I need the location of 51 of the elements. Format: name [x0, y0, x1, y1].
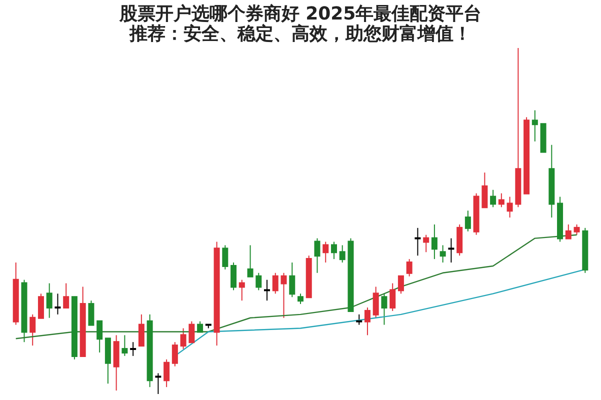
candlestick	[574, 224, 580, 236]
candlestick	[322, 241, 329, 264]
candlestick	[272, 272, 278, 294]
candlestick	[565, 224, 572, 240]
candlestick	[398, 275, 404, 294]
candlestick	[330, 241, 337, 260]
candlestick	[155, 372, 162, 394]
candlestick	[256, 272, 262, 291]
candlestick	[490, 189, 496, 208]
candlestick	[222, 244, 228, 270]
candlestick	[130, 342, 136, 356]
candlestick	[298, 293, 304, 305]
candlestick	[96, 320, 103, 353]
candlestick	[381, 293, 388, 326]
candlestick	[230, 262, 237, 291]
candlestick	[138, 314, 144, 347]
candlestick	[314, 238, 320, 274]
candlestick	[88, 300, 94, 326]
chart-title: 股票开户选哪个券商好 2025年最佳配资平台推荐：安全、稳定、高效，助您财富增值！	[118, 4, 482, 44]
candlestick	[431, 224, 438, 260]
candlestick	[197, 320, 204, 333]
candlestick	[506, 196, 513, 218]
candlestick	[289, 262, 296, 298]
candlestick	[46, 282, 52, 318]
candlestick	[180, 328, 186, 350]
candlestick	[390, 282, 396, 312]
candlestick	[164, 358, 170, 388]
candlestick	[280, 272, 287, 318]
candlestick	[54, 293, 61, 315]
candlestick	[30, 314, 36, 346]
candlestick	[238, 279, 245, 302]
candlestick	[532, 110, 538, 142]
candlestick	[63, 282, 70, 308]
candlestick	[414, 227, 421, 256]
candlestick	[440, 244, 446, 264]
candlestick	[364, 307, 370, 336]
candlestick	[188, 320, 195, 344]
candlestick	[247, 244, 254, 278]
candlestick	[264, 279, 270, 302]
candlestick	[498, 192, 504, 208]
candlestick	[482, 172, 488, 208]
candlestick	[448, 238, 454, 264]
candlestick	[38, 293, 44, 319]
candlestick	[372, 286, 379, 318]
candlestick	[423, 234, 430, 253]
candlestick	[464, 210, 471, 232]
candlestick	[406, 258, 412, 277]
candlestick	[122, 334, 128, 356]
candlestick	[172, 342, 178, 367]
candlestick	[339, 244, 346, 264]
candlestick	[356, 314, 362, 326]
